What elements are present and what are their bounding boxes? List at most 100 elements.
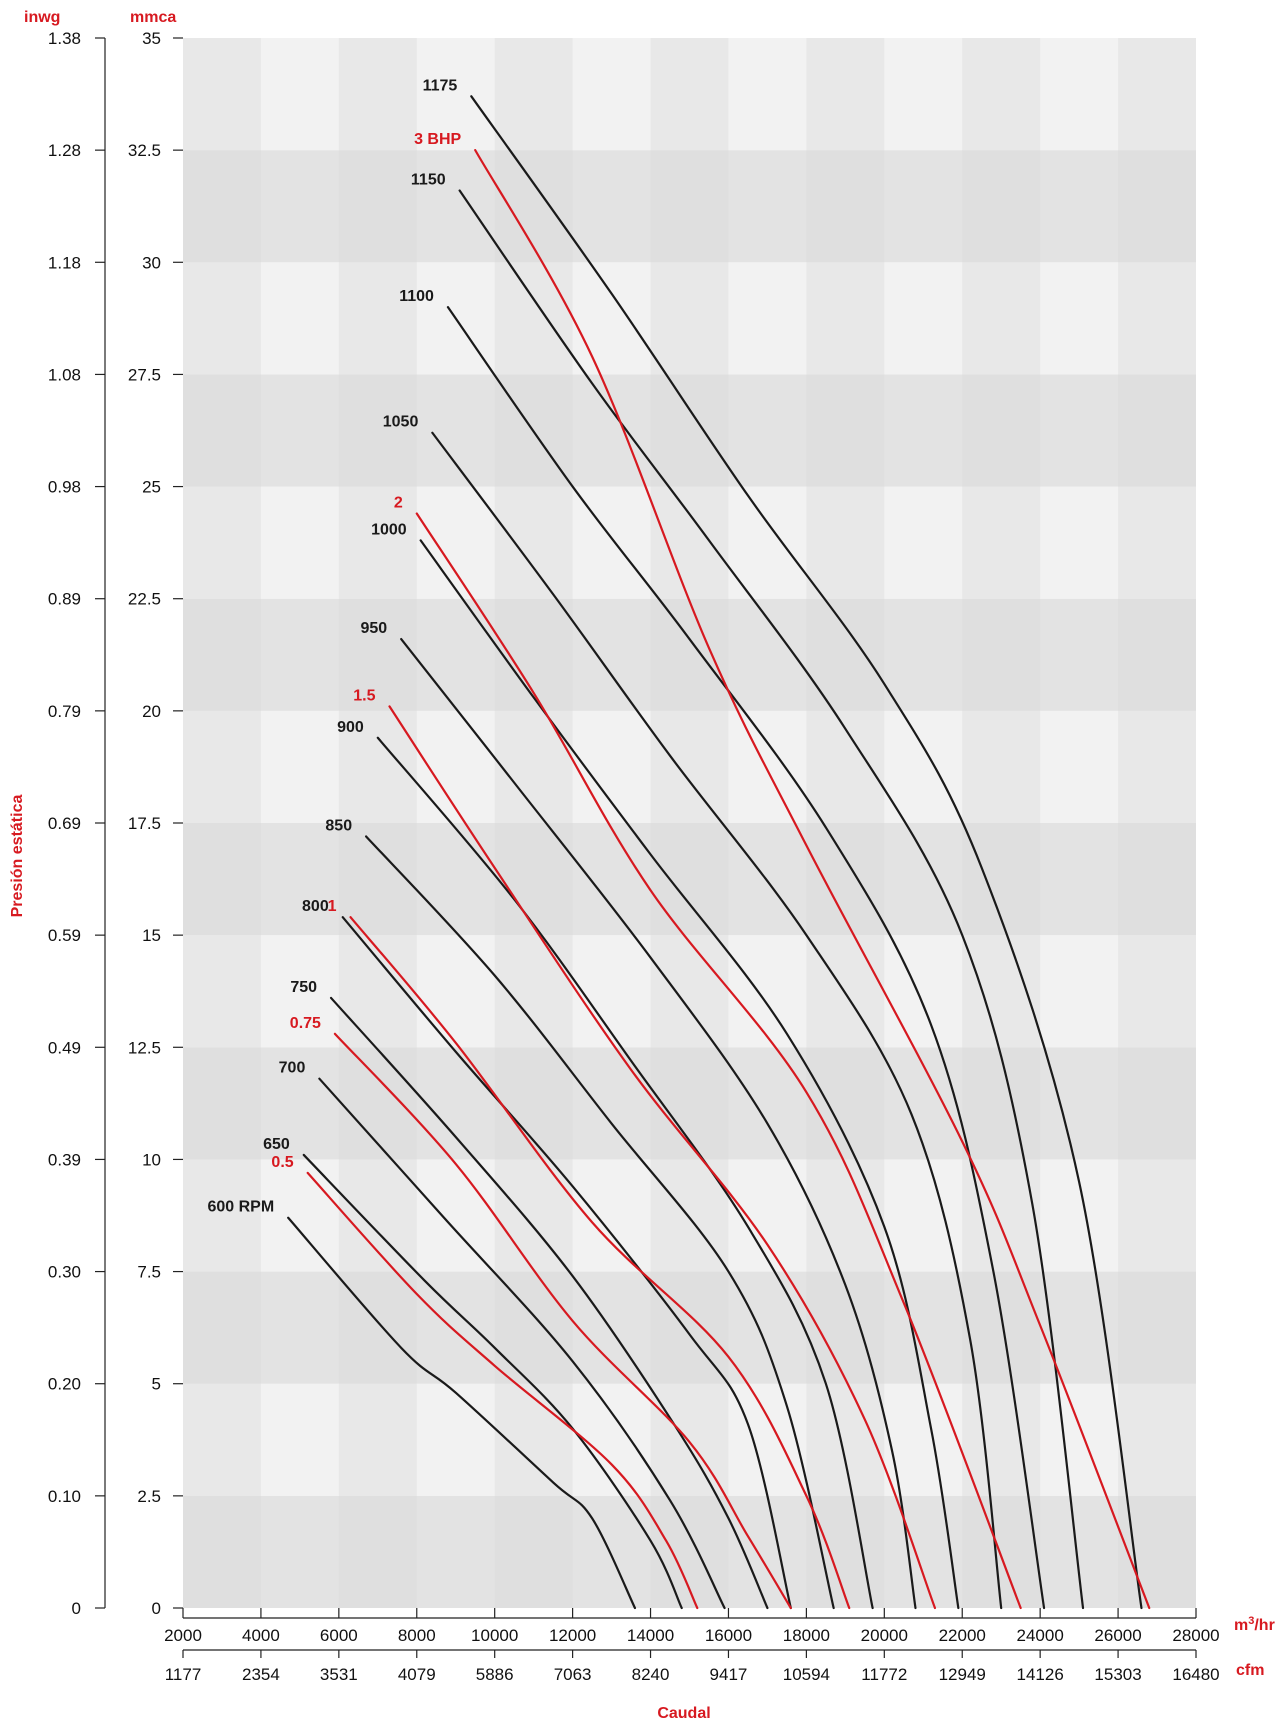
x-tick-label-m3hr: 16000 <box>705 1626 752 1645</box>
y-axis-title: Presión estática <box>9 795 26 918</box>
x-tick-label-cfm: 8240 <box>632 1665 670 1684</box>
y-axes: 0 0 2.5 0.10 5 0.20 7.5 0.30 10 0.39 12.5 0.49 15 0.5… <box>48 29 183 1618</box>
y-tick-label-mmca: 27.5 <box>128 365 161 384</box>
x-tick-label-m3hr: 22000 <box>939 1626 986 1645</box>
rpm-curve-label: 850 <box>325 817 352 834</box>
x-tick-label-m3hr: 28000 <box>1172 1626 1219 1645</box>
grid-band <box>183 374 1196 487</box>
bhp-curve <box>415 512 1022 1610</box>
bhp-curve <box>349 916 851 1610</box>
rpm-curve <box>431 431 1003 1610</box>
rpm-curve <box>329 996 769 1610</box>
y-tick-label-inwg: 0.39 <box>48 1150 81 1169</box>
y-tick-label-mmca: 30 <box>142 253 161 272</box>
x-tick-label-cfm: 9417 <box>710 1665 748 1684</box>
y-tick-label-mmca: 0 <box>152 1599 161 1618</box>
x-unit-cfm: cfm <box>1236 1662 1264 1679</box>
y-tick-label-inwg: 0.10 <box>48 1487 81 1506</box>
x-tick-label-m3hr: 20000 <box>861 1626 908 1645</box>
bhp-curve-label: 3 BHP <box>414 131 461 148</box>
y-tick-label-mmca: 10 <box>142 1150 161 1169</box>
x-tick-label-m3hr: 26000 <box>1094 1626 1141 1645</box>
x-tick-label-m3hr: 6000 <box>320 1626 358 1645</box>
y-tick-label-inwg: 0.79 <box>48 702 81 721</box>
rpm-curve <box>376 736 874 1610</box>
grid-column <box>1118 38 1196 1608</box>
y-tick-label-inwg: 1.38 <box>48 29 81 48</box>
y-tick-label-inwg: 0 <box>72 1599 81 1618</box>
y-tick-label-mmca: 25 <box>142 478 161 497</box>
y-tick-label-inwg: 1.08 <box>48 365 81 384</box>
rpm-curve-label: 1000 <box>371 521 407 538</box>
bhp-curve-label: 1.5 <box>353 687 375 704</box>
rpm-curve <box>446 306 1046 1610</box>
x-tick-label-cfm: 11772 <box>861 1665 907 1684</box>
y-tick-label-mmca: 35 <box>142 29 161 48</box>
rpm-curve <box>365 835 835 1610</box>
grid-band <box>183 486 1196 599</box>
rpm-curve <box>458 189 1085 1610</box>
y-tick-label-mmca: 7.5 <box>137 1263 161 1282</box>
x-tick-label-cfm: 4079 <box>398 1665 436 1684</box>
x-tick-label-m3hr: 12000 <box>549 1626 596 1645</box>
y-tick-label-mmca: 15 <box>142 926 161 945</box>
bhp-curve <box>474 149 1151 1610</box>
bhp-curve <box>388 705 937 1610</box>
y-tick-label-mmca: 20 <box>142 702 161 721</box>
x-tick-label-m3hr: 8000 <box>398 1626 436 1645</box>
x-tick-label-cfm: 7063 <box>554 1665 592 1684</box>
x-tick-label-cfm: 15303 <box>1094 1665 1141 1684</box>
rpm-curve-label: 950 <box>360 620 387 637</box>
y-tick-label-inwg: 0.30 <box>48 1263 81 1282</box>
rpm-curve <box>419 539 960 1610</box>
curves <box>287 95 1151 1610</box>
rpm-curve-label: 1150 <box>411 172 446 189</box>
y-tick-label-inwg: 0.59 <box>48 926 81 945</box>
x-tick-label-m3hr: 24000 <box>1017 1626 1064 1645</box>
rpm-curve-label: 900 <box>337 719 364 736</box>
grid-column <box>962 38 1041 1608</box>
y-tick-label-inwg: 1.18 <box>48 253 81 272</box>
y-tick-label-inwg: 1.28 <box>48 141 81 160</box>
rpm-curve <box>470 95 1143 1610</box>
rpm-curve-label: 700 <box>279 1060 306 1077</box>
rpm-curve <box>341 916 792 1610</box>
bhp-curve <box>306 1171 699 1610</box>
x-tick-label-cfm: 1177 <box>165 1665 202 1684</box>
grid-column <box>494 38 573 1608</box>
rpm-curve <box>302 1153 683 1610</box>
x-axes: 2000 1177 4000 2354 6000 3531 8000 4079 10000 588… <box>164 1608 1220 1684</box>
y-tick-label-mmca: 17.5 <box>128 814 161 833</box>
rpm-curve-label: 1175 <box>423 77 458 94</box>
y-tick-label-mmca: 5 <box>152 1375 161 1394</box>
rpm-curve <box>400 637 917 1610</box>
x-tick-label-m3hr: 18000 <box>783 1626 830 1645</box>
y-tick-label-inwg: 0.89 <box>48 590 81 609</box>
curve-labels: 600 RPM 650 700 750 800 850 900 950 1000 1050 1100… <box>207 77 461 1215</box>
rpm-curve-label: 800 <box>302 898 329 915</box>
y-tick-label-inwg: 0.98 <box>48 478 81 497</box>
y-tick-label-inwg: 0.49 <box>48 1038 81 1057</box>
x-tick-label-m3hr: 2000 <box>164 1626 202 1645</box>
x-axis-title: Caudal <box>657 1705 710 1722</box>
grid-band <box>183 150 1196 263</box>
grid-band <box>183 38 1196 151</box>
grid-band <box>183 1383 1196 1496</box>
y-tick-label-mmca: 22.5 <box>128 590 161 609</box>
grid-band <box>183 823 1196 936</box>
rpm-curve-label: 650 <box>263 1136 290 1153</box>
x-tick-label-cfm: 5886 <box>476 1665 514 1684</box>
bhp-curve-label: 0.75 <box>290 1015 321 1032</box>
grid-band <box>183 710 1196 823</box>
y-tick-label-mmca: 32.5 <box>128 141 161 160</box>
bhp-curve-label: 2 <box>394 494 403 511</box>
x-tick-label-cfm: 16480 <box>1172 1665 1219 1684</box>
x-unit-m3hr: m3/hr <box>1234 1615 1275 1634</box>
x-tick-label-cfm: 10594 <box>783 1665 830 1684</box>
x-tick-label-cfm: 2354 <box>242 1665 280 1684</box>
grid-band <box>183 262 1196 375</box>
y-tick-label-inwg: 0.20 <box>48 1375 81 1394</box>
grid-band <box>183 598 1196 711</box>
rpm-curve <box>287 1216 637 1610</box>
x-tick-label-cfm: 12949 <box>939 1665 986 1684</box>
